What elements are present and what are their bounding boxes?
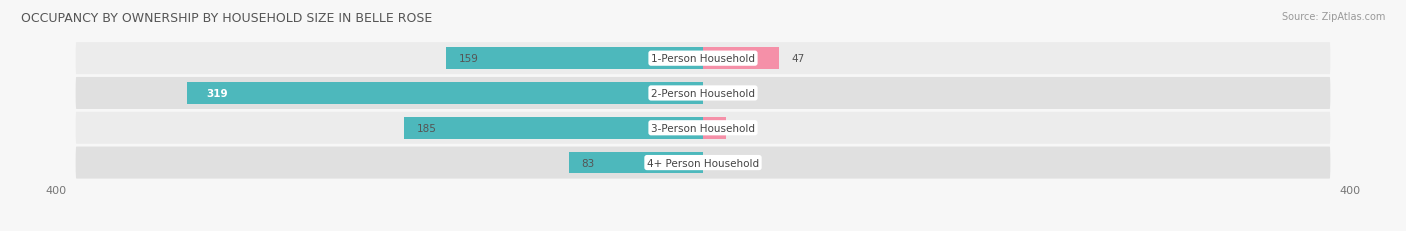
Bar xyxy=(187,83,703,104)
Text: OCCUPANCY BY OWNERSHIP BY HOUSEHOLD SIZE IN BELLE ROSE: OCCUPANCY BY OWNERSHIP BY HOUSEHOLD SIZE… xyxy=(21,12,432,24)
Bar xyxy=(569,152,703,174)
Text: 2-Person Household: 2-Person Household xyxy=(651,88,755,99)
Bar xyxy=(446,48,703,70)
Text: Source: ZipAtlas.com: Source: ZipAtlas.com xyxy=(1281,12,1385,21)
FancyBboxPatch shape xyxy=(76,112,1330,144)
Text: 319: 319 xyxy=(207,88,228,99)
FancyBboxPatch shape xyxy=(76,147,1330,179)
Text: 47: 47 xyxy=(792,54,806,64)
Text: 185: 185 xyxy=(416,123,437,133)
Text: 1-Person Household: 1-Person Household xyxy=(651,54,755,64)
FancyBboxPatch shape xyxy=(76,78,1330,109)
Text: 3-Person Household: 3-Person Household xyxy=(651,123,755,133)
Bar xyxy=(703,48,779,70)
Bar xyxy=(703,118,725,139)
Bar xyxy=(404,118,703,139)
Text: 0: 0 xyxy=(716,88,723,99)
Text: 83: 83 xyxy=(582,158,595,168)
Text: 0: 0 xyxy=(716,158,723,168)
Text: 4+ Person Household: 4+ Person Household xyxy=(647,158,759,168)
Text: 14: 14 xyxy=(738,123,752,133)
FancyBboxPatch shape xyxy=(76,43,1330,75)
Text: 159: 159 xyxy=(458,54,478,64)
